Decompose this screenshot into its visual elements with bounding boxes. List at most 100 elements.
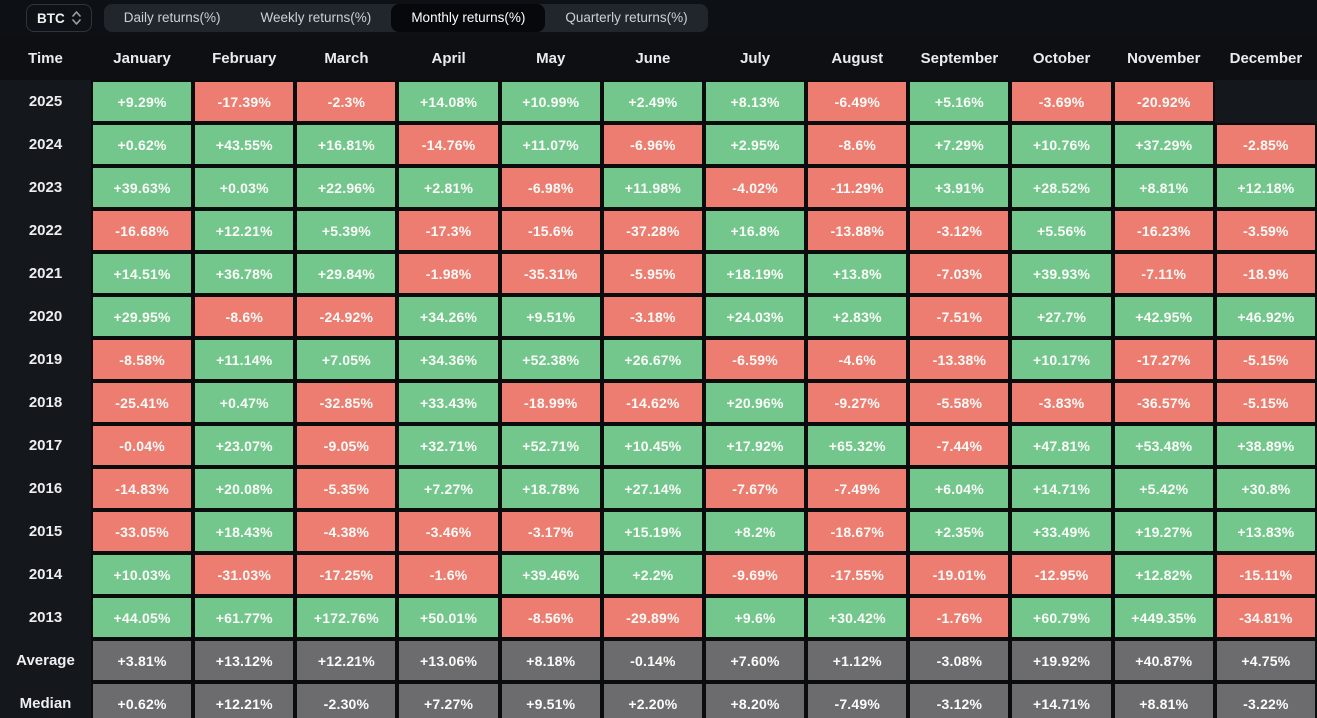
return-cell: +5.39% [295,209,398,252]
return-cell: -5.15% [1214,338,1317,381]
return-cell: +0.47% [193,381,296,424]
return-cell: +10.76% [1010,123,1113,166]
return-cell: +8.13% [703,80,807,123]
return-cell: -1.76% [908,596,1011,639]
return-cell: -15.11% [1214,553,1317,596]
return-cell: +7.05% [295,338,398,381]
return-cell: +18.19% [703,252,807,295]
column-header-month: March [324,49,369,67]
return-cell: -29.89% [601,596,704,639]
return-cell: +5.16% [908,80,1011,123]
return-cell: +8.81% [1112,166,1215,209]
empty-cell [1214,80,1317,123]
return-cell: -5.95% [601,252,704,295]
top-toolbar: BTC Daily returns(%) Weekly returns(%) M… [0,0,1317,36]
return-cell: +9.51% [499,682,602,718]
return-cell: -7.44% [908,424,1011,467]
return-cell: -14.62% [601,381,704,424]
tab-quarterly-returns[interactable]: Quarterly returns(%) [565,10,688,25]
row-label: 2017 [0,424,91,467]
return-cell: -5.35% [295,467,398,510]
return-cell: +14.71% [1010,682,1113,718]
return-cell: -3.46% [397,510,500,553]
return-cell: -17.3% [397,209,500,252]
return-cell: -2.30% [295,682,398,718]
return-cell: +9.29% [91,80,194,123]
return-cell: -8.6% [193,295,296,338]
return-cell: +29.84% [295,252,398,295]
return-cell: +7.27% [397,467,500,510]
return-cell: +2.83% [806,295,909,338]
symbol-select-value: BTC [37,10,65,26]
return-cell: +1.12% [806,639,909,682]
return-cell: +9.51% [499,295,602,338]
return-cell: -3.18% [601,295,704,338]
return-cell: +19.92% [1010,639,1113,682]
return-cell: +14.51% [91,252,194,295]
return-cell: +24.03% [703,295,807,338]
return-cell: +2.49% [601,80,704,123]
return-cell: -3.12% [908,209,1011,252]
row-label: 2020 [0,295,91,338]
column-header-month: July [740,49,771,67]
return-cell: +32.71% [397,424,500,467]
row-label: 2025 [0,80,91,123]
return-cell: -13.88% [806,209,909,252]
return-cell: +14.08% [397,80,500,123]
return-cell: -9.05% [295,424,398,467]
return-cell: -3.12% [908,682,1011,718]
return-cell: -6.49% [806,80,909,123]
return-cell: -1.6% [397,553,500,596]
return-cell: +13.12% [193,639,296,682]
return-cell: -2.85% [1214,123,1317,166]
column-header-month: February [212,49,277,67]
return-cell: +18.43% [193,510,296,553]
return-cell: +22.96% [295,166,398,209]
return-cell: -25.41% [91,381,194,424]
return-cell: +3.91% [908,166,1011,209]
updown-chevron-icon [71,11,81,25]
return-cell: +8.81% [1112,682,1215,718]
return-cell: -12.95% [1010,553,1113,596]
return-cell: -7.49% [806,467,909,510]
symbol-select[interactable]: BTC [26,4,92,32]
return-cell: -0.14% [601,639,704,682]
return-cell: +11.14% [193,338,296,381]
return-cell: +39.46% [499,553,602,596]
return-cell: +11.98% [601,166,704,209]
return-cell: +12.21% [295,639,398,682]
return-cell: -31.03% [193,553,296,596]
return-cell: -7.49% [806,682,909,718]
column-header-month: May [536,49,566,67]
return-cell: +449.35% [1112,596,1215,639]
return-cell: -24.92% [295,295,398,338]
tab-daily-returns[interactable]: Daily returns(%) [123,10,221,25]
return-cell: +0.62% [91,123,194,166]
return-cell: +13.8% [806,252,909,295]
return-cell: -6.59% [703,338,807,381]
return-cell: -18.9% [1214,252,1317,295]
return-cell: -32.85% [295,381,398,424]
return-cell: -1.98% [397,252,500,295]
row-label: 2023 [0,166,91,209]
return-cell: -7.11% [1112,252,1215,295]
return-cell: -3.69% [1010,80,1113,123]
return-cell: +0.03% [193,166,296,209]
return-cell: -14.76% [397,123,500,166]
return-cell: -3.83% [1010,381,1113,424]
row-label: 2022 [0,209,91,252]
return-cell: +52.71% [499,424,602,467]
column-header-time: Time [28,49,63,67]
return-cell: +12.21% [193,209,296,252]
return-cell: +10.99% [499,80,602,123]
return-cell: +34.26% [397,295,500,338]
return-cell: -8.6% [806,123,909,166]
return-cell: +13.06% [397,639,500,682]
tab-monthly-returns[interactable]: Monthly returns(%) [391,4,546,32]
tab-weekly-returns[interactable]: Weekly returns(%) [260,10,372,25]
return-cell: +61.77% [193,596,296,639]
return-cell: -37.28% [601,209,704,252]
return-cell: +15.19% [601,510,704,553]
return-cell: -9.27% [806,381,909,424]
return-cell: -17.27% [1112,338,1215,381]
